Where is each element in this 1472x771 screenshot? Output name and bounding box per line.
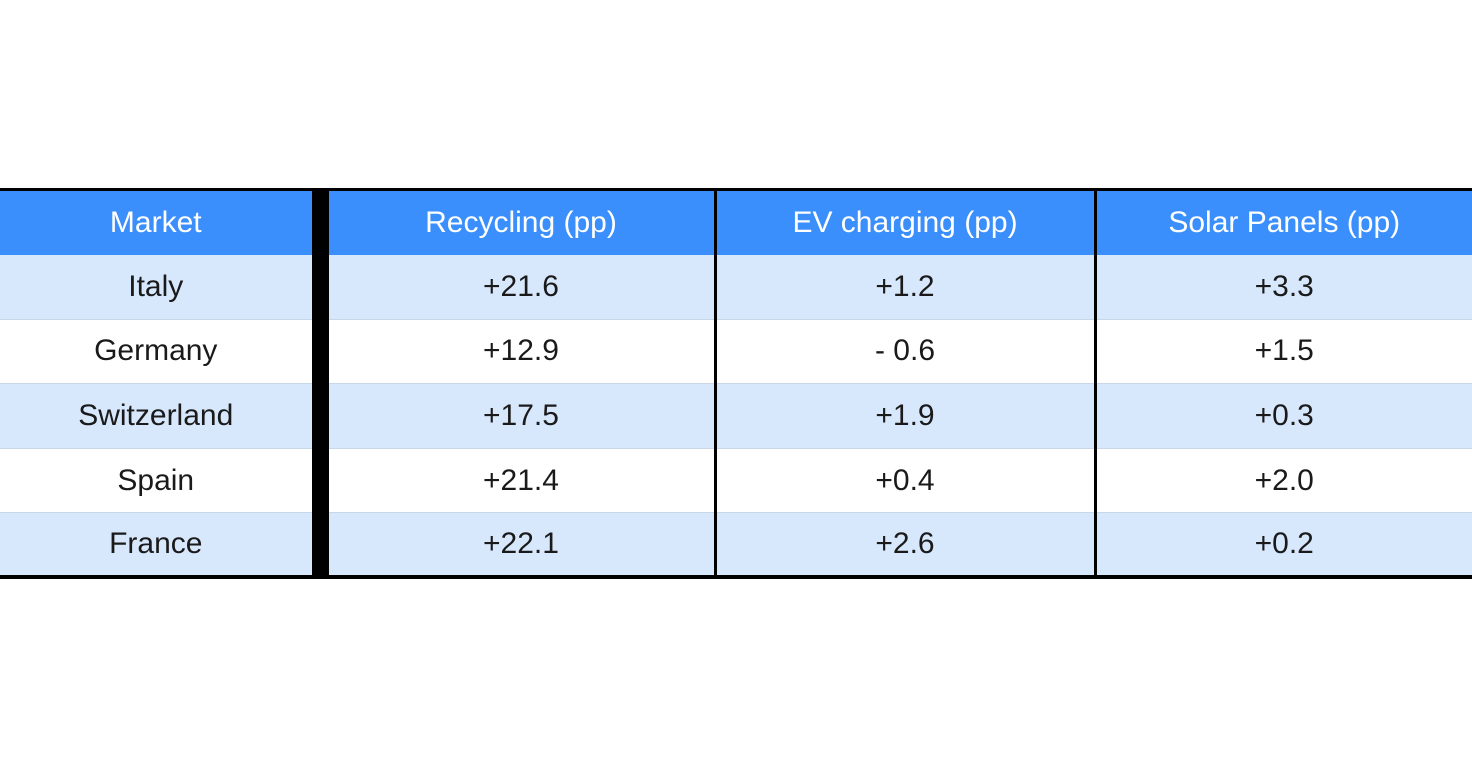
value-cell-ev-charging-pp: +2.6 (715, 512, 1097, 580)
value-cell-ev-charging-pp: - 0.6 (715, 319, 1097, 385)
value-cell-recycling-pp: +22.1 (320, 512, 717, 580)
value-cell-ev-charging-pp: +1.9 (715, 383, 1097, 449)
value-cell-solar-panels-pp: +3.3 (1095, 254, 1472, 320)
value-cell-solar-panels-pp: +0.3 (1095, 383, 1472, 449)
market-cell: Italy (0, 254, 329, 320)
value-cell-solar-panels-pp: +2.0 (1095, 448, 1472, 514)
market-cell: Switzerland (0, 383, 329, 449)
table-body: Italy +21.6 +1.2 +3.3 Germany +12.9- 0.6 +1.5 S… (0, 254, 1472, 580)
column-header-market: Market (0, 188, 329, 255)
table-row-france: France +22.1 +2.6 +0.2 (0, 512, 1472, 580)
table-row-spain: Spain +21.4 +0.4 +2.0 (0, 448, 1472, 514)
value-cell-recycling-pp: +21.6 (320, 254, 717, 320)
column-header-ev-charging-pp: EV charging (pp) (715, 188, 1097, 255)
market-cell: Germany (0, 319, 329, 385)
header-row: Market Recycling (pp) EV charging (pp) Sola… (0, 188, 1472, 255)
table-header: Market Recycling (pp) EV charging (pp) Sola… (0, 188, 1472, 255)
data-table-container: Market Recycling (pp) EV charging (pp) Sola… (0, 188, 1472, 582)
value-cell-solar-panels-pp: +0.2 (1095, 512, 1472, 580)
value-cell-ev-charging-pp: +0.4 (715, 448, 1097, 514)
column-header-solar-panels-pp: Solar Panels (pp) (1095, 188, 1472, 255)
value-cell-ev-charging-pp: +1.2 (715, 254, 1097, 320)
market-cell: France (0, 512, 329, 580)
value-cell-recycling-pp: +21.4 (320, 448, 717, 514)
table-row-germany: Germany +12.9- 0.6 +1.5 (0, 319, 1472, 385)
market-cell: Spain (0, 448, 329, 514)
value-cell-recycling-pp: +12.9 (320, 319, 717, 385)
table-row-switzerland: Switzerland +17.5 +1.9 +0.3 (0, 383, 1472, 449)
value-cell-solar-panels-pp: +1.5 (1095, 319, 1472, 385)
column-header-recycling-pp: Recycling (pp) (320, 188, 717, 255)
value-cell-recycling-pp: +17.5 (320, 383, 717, 449)
table-row-italy: Italy +21.6 +1.2 +3.3 (0, 254, 1472, 320)
market-change-table: Market Recycling (pp) EV charging (pp) Sola… (0, 188, 1472, 580)
